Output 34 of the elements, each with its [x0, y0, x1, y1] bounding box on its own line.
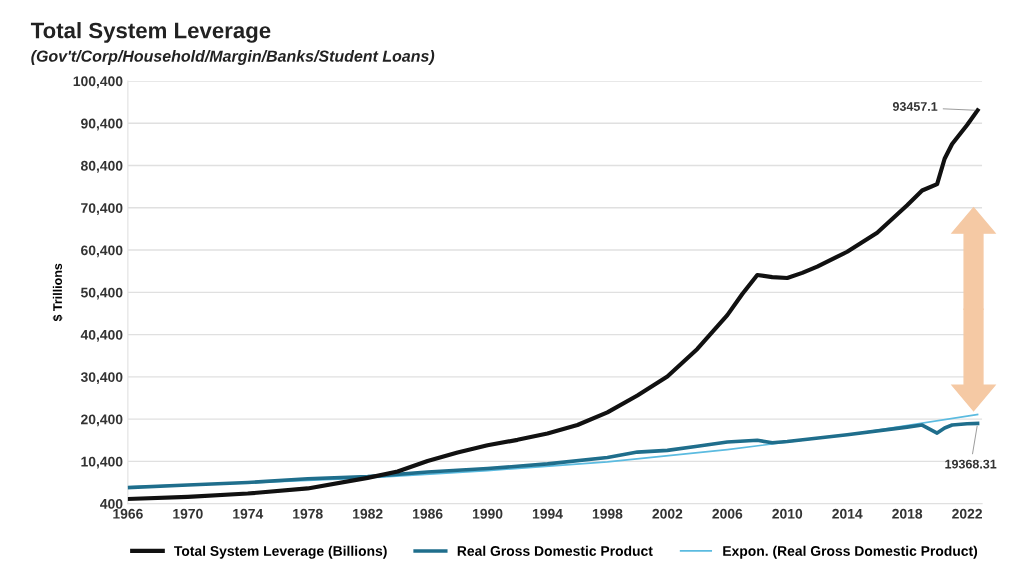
x-tick-label: 2002 [652, 508, 683, 519]
y-tick-label: 60,400 [81, 245, 123, 258]
x-tick-label: 2022 [952, 508, 982, 519]
x-tick-label: 1974 [233, 508, 264, 519]
x-tick-label: 1998 [592, 508, 623, 519]
x-tick-label: 1978 [293, 508, 323, 519]
annotation: 19368.31 [945, 459, 997, 469]
x-tick-label: 1982 [353, 508, 383, 519]
x-tick-label: 1986 [413, 508, 443, 519]
legend-label: Real Gross Domestic Product [457, 545, 653, 556]
x-tick-label: 1994 [532, 508, 563, 519]
y-tick-label: 30,400 [80, 372, 123, 385]
y-tick-label: 50,400 [80, 287, 123, 300]
x-tick-label: 2010 [772, 508, 803, 519]
y-tick-label: 400 [100, 498, 123, 509]
x-tick-label: 2014 [832, 508, 863, 519]
x-tick-label: 2018 [892, 508, 923, 519]
y-axis-title: $ Trillions [52, 263, 63, 322]
x-tick-label: 1966 [113, 508, 143, 519]
y-tick-label: 100,400 [73, 76, 123, 89]
y-tick-label: 20,400 [81, 414, 123, 427]
legend-label: Expon. (Real Gross Domestic Product) [723, 545, 978, 559]
x-tick-label: 2006 [712, 508, 743, 519]
y-tick-label: 70,400 [81, 203, 123, 215]
chart-title: Total System Leverage [30, 22, 271, 43]
y-tick-label: 80,400 [80, 160, 123, 173]
annotation: 93457.1 [892, 102, 938, 111]
y-tick-label: 40,400 [80, 329, 123, 342]
y-tick-label: 10,400 [81, 456, 123, 469]
legend-label: Total System Leverage (Billions) [174, 545, 387, 559]
x-tick-label: 1990 [472, 508, 503, 519]
x-tick-label: 1970 [173, 508, 203, 519]
y-tick-label: 90,400 [81, 118, 123, 131]
chart-subtitle: (Gov't/Corp/Household/Margin/Banks/Student Loans) [31, 50, 435, 65]
